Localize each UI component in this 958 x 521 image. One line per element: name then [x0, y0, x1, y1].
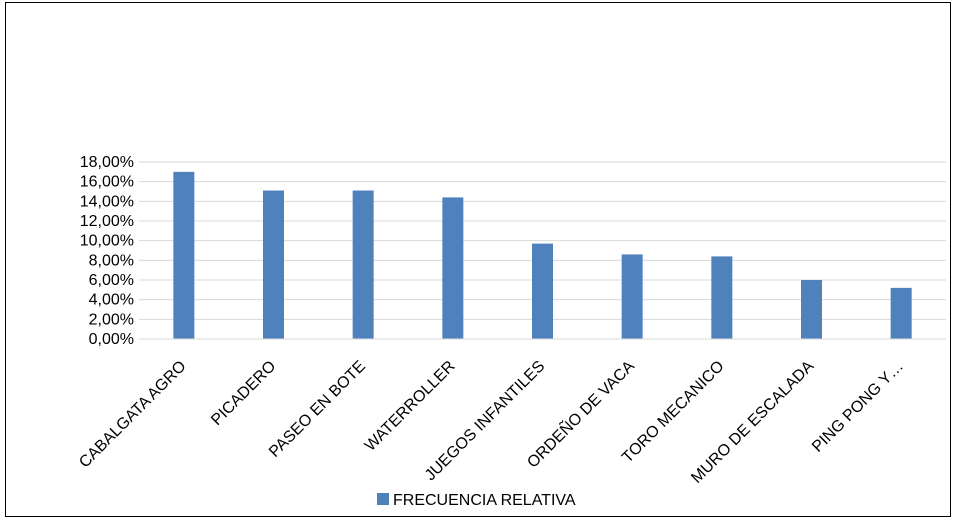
y-tick-label: 12,00%	[80, 213, 134, 230]
bar	[532, 243, 553, 339]
legend: FRECUENCIA RELATIVA	[377, 492, 576, 509]
y-tick-label: 4,00%	[89, 292, 134, 309]
bar	[801, 280, 822, 339]
y-tick-label: 10,00%	[80, 233, 134, 250]
y-tick-label: 2,00%	[89, 311, 134, 328]
y-tick-label: 0,00%	[89, 331, 134, 348]
legend-label: FRECUENCIA RELATIVA	[393, 492, 576, 509]
y-tick-label: 8,00%	[89, 252, 134, 269]
y-axis-ticks: 0,00% 2,00% 4,00% 6,00% 8,00% 10,00% 12,00% 14,…	[80, 154, 134, 348]
bar	[173, 171, 195, 339]
bar	[352, 190, 374, 339]
x-category-label: PING PONG Y…	[809, 358, 907, 456]
y-tick-label: 14,00%	[80, 193, 134, 210]
bar	[442, 197, 464, 339]
bars	[173, 171, 912, 339]
bar-chart: 0,00% 2,00% 4,00% 6,00% 8,00% 10,00% 12,00% 14,…	[76, 154, 946, 509]
y-tick-label: 16,00%	[80, 174, 134, 191]
bar	[621, 254, 643, 339]
x-category-label: PASEO EN BOTE	[266, 358, 369, 461]
chart-frame: 0,00% 2,00% 4,00% 6,00% 8,00% 10,00% 12,00% 14,…	[5, 2, 951, 517]
bar	[890, 287, 912, 339]
y-tick-label: 18,00%	[80, 154, 134, 171]
x-category-label: PICADERO	[208, 358, 279, 429]
legend-swatch	[377, 493, 389, 505]
bar	[263, 190, 284, 339]
x-category-label: CABALGATA AGRO	[76, 358, 189, 471]
bar	[711, 256, 733, 339]
x-category-label: WATERROLLER	[362, 358, 459, 455]
x-category-label: TORO MECANICO	[619, 358, 728, 467]
y-tick-label: 6,00%	[89, 272, 134, 289]
